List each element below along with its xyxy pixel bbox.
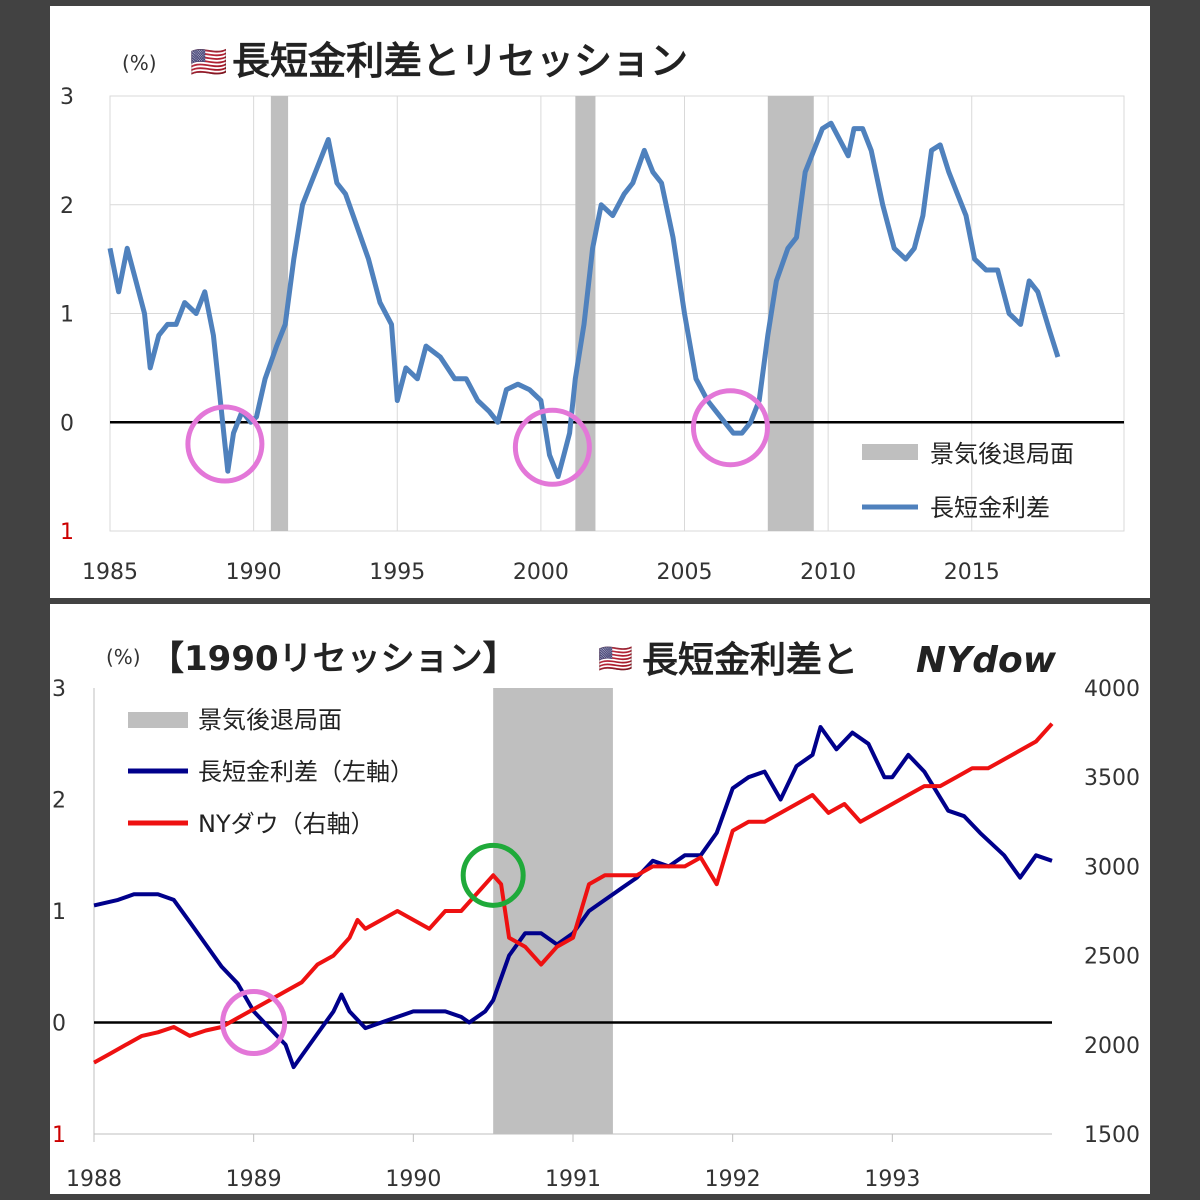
legend-recession-swatch bbox=[128, 712, 188, 728]
x-tick-label: 2000 bbox=[513, 560, 569, 585]
y-left-tick-label: 3 bbox=[52, 677, 66, 702]
inversion-highlight-circle bbox=[185, 404, 265, 484]
legend-dow-label: NYダウ（右軸） bbox=[198, 810, 375, 838]
x-tick-label: 2015 bbox=[944, 560, 1000, 585]
y-right-tick-label: 2500 bbox=[1084, 945, 1140, 970]
x-tick-label: 1988 bbox=[66, 1167, 122, 1192]
y-left-tick-label: 2 bbox=[52, 789, 66, 814]
inversion-highlight-circle bbox=[220, 989, 288, 1056]
y-right-tick-label: 1500 bbox=[1084, 1123, 1140, 1148]
x-tick-label: 1989 bbox=[226, 1167, 282, 1192]
x-tick-label: 1991 bbox=[545, 1167, 601, 1192]
bottom-legend: 景気後退局面 長短金利差（左軸） NYダウ（右軸） bbox=[128, 706, 414, 838]
y-left-tick-label: 1 bbox=[52, 1123, 66, 1148]
bottom-title-suffix: NYdow bbox=[916, 640, 1057, 681]
bottom-title-main: 長短金利差と bbox=[642, 639, 858, 681]
top-legend: 景気後退局面 長短金利差 bbox=[862, 440, 1074, 522]
x-tick-label: 1992 bbox=[705, 1167, 761, 1192]
legend-spread-label: 長短金利差 bbox=[930, 494, 1050, 522]
x-tick-label: 1985 bbox=[82, 560, 138, 585]
y-tick-label: 2 bbox=[60, 194, 74, 219]
y-tick-label: 1 bbox=[60, 303, 74, 328]
y-right-tick-label: 3000 bbox=[1084, 855, 1140, 880]
y-tick-label: 3 bbox=[60, 85, 74, 110]
x-tick-label: 1990 bbox=[385, 1167, 441, 1192]
top-chart-panel: (%) 🇺🇸 長短金利差とリセッション 1985 1990 1995 2000 2005… bbox=[50, 6, 1150, 598]
inversion-highlight-circle bbox=[512, 407, 592, 487]
inversion-highlight-circle bbox=[690, 388, 770, 468]
y-tick-label: 1 bbox=[60, 520, 74, 545]
x-tick-label: 2005 bbox=[657, 560, 713, 585]
y-tick-label: 0 bbox=[60, 411, 74, 436]
top-unit-label: (%) bbox=[122, 51, 157, 75]
bottom-chart: (%) 【1990リセッション】 🇺🇸 長短金利差と NYdow 1988 198… bbox=[52, 639, 1140, 1192]
flag-icon: 🇺🇸 bbox=[190, 45, 227, 80]
flag-icon: 🇺🇸 bbox=[598, 642, 633, 675]
bottom-title-prefix: 【1990リセッション】 bbox=[150, 639, 517, 679]
bottom-plot-area: 1988 1989 1990 1991 1992 1993 3 2 1 0 1 4000 3500 300… bbox=[52, 677, 1140, 1192]
y-left-tick-label: 1 bbox=[52, 900, 66, 925]
bottom-chart-panel: (%) 【1990リセッション】 🇺🇸 長短金利差と NYdow 1988 198… bbox=[50, 604, 1150, 1194]
x-tick-label: 1990 bbox=[226, 560, 282, 585]
legend-recession-label: 景気後退局面 bbox=[930, 440, 1074, 468]
top-chart-title: 長短金利差とリセッション bbox=[232, 39, 688, 83]
top-chart: (%) 🇺🇸 長短金利差とリセッション 1985 1990 1995 2000 2005… bbox=[60, 39, 1125, 585]
bottom-unit-label: (%) bbox=[106, 645, 141, 669]
y-right-tick-label: 4000 bbox=[1084, 677, 1140, 702]
y-right-tick-label: 3500 bbox=[1084, 766, 1140, 791]
legend-recession-swatch bbox=[862, 444, 918, 460]
top-plot-area: 1985 1990 1995 2000 2005 2010 2015 3 2 1 0 1 bbox=[60, 85, 1125, 585]
legend-recession-label: 景気後退局面 bbox=[198, 706, 342, 734]
x-tick-label: 1993 bbox=[864, 1167, 920, 1192]
recession-band bbox=[493, 688, 613, 1134]
x-tick-label: 1995 bbox=[369, 560, 425, 585]
y-right-tick-label: 2000 bbox=[1084, 1034, 1140, 1059]
legend-spread-label: 長短金利差（左軸） bbox=[198, 758, 414, 786]
dow-peak-highlight-circle bbox=[460, 842, 526, 908]
y-left-tick-label: 0 bbox=[52, 1012, 66, 1037]
x-tick-label: 2010 bbox=[800, 560, 856, 585]
dow-line bbox=[93, 722, 1054, 1065]
